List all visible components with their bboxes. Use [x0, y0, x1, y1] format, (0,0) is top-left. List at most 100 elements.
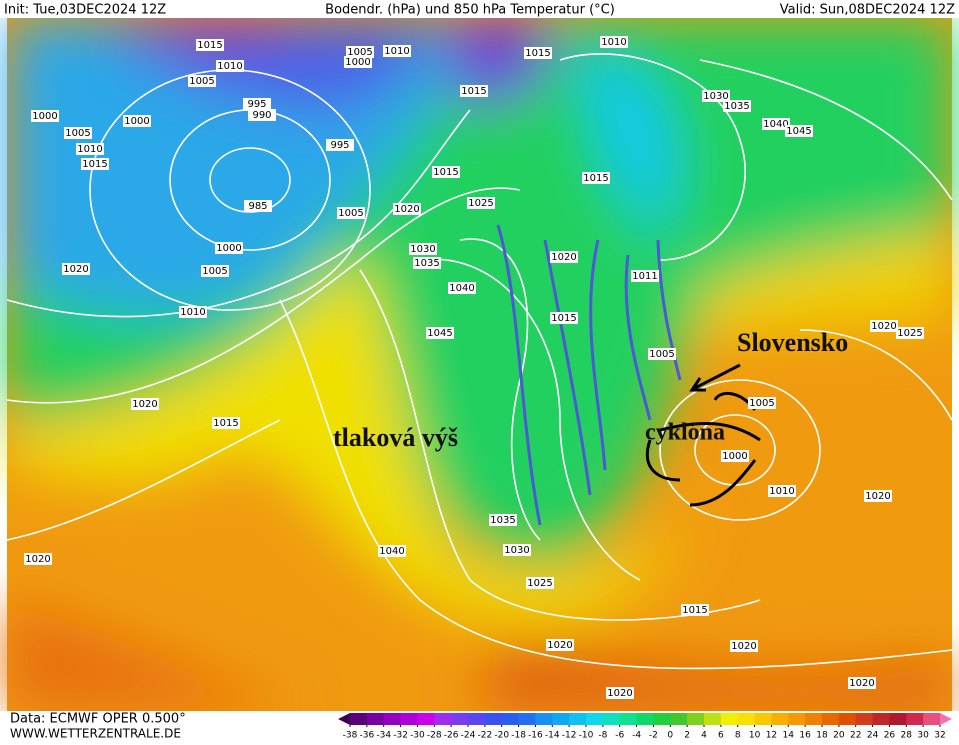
colorbar-tick-label: 8: [735, 731, 741, 741]
isobar-label-bg: [848, 677, 876, 689]
isobar-label: 1020: [394, 204, 419, 215]
isobar-label-bg: [606, 687, 634, 699]
isobar-label-bg: [76, 143, 104, 155]
isobar-label-bg: [243, 98, 271, 110]
isobar-label-bg: [196, 39, 224, 51]
colorbar-tick-label: -14: [545, 731, 560, 741]
website: WWW.WETTERZENTRALE.DE: [10, 727, 181, 741]
colorbar-tick-label: 20: [833, 731, 845, 741]
isobar-label-bg: [81, 158, 109, 170]
isobar-label-bg: [748, 397, 776, 409]
cyclone-label: cyklóna: [645, 420, 725, 446]
isobar-label-bg: [864, 490, 892, 502]
isobar-label: 1045: [786, 126, 811, 137]
colorbar-tick-label: -38: [343, 731, 358, 741]
isobar-label-bg: [546, 639, 574, 651]
colorbar-bin: [737, 713, 756, 725]
colorbar-bin: [771, 713, 789, 725]
colorbar-tick-label: 30: [917, 731, 929, 741]
colorbar-bin: [653, 713, 671, 725]
colorbar-tick-label: -22: [478, 731, 493, 741]
isobar-label: 1025: [897, 328, 922, 339]
colorbar-tick-label: 32: [934, 731, 945, 741]
colorbar-bin: [822, 713, 840, 725]
isobar-label: 1010: [77, 144, 102, 155]
isobar-label: 1010: [384, 46, 409, 57]
isobar-label: 1040: [763, 119, 788, 130]
colorbar-bin: [451, 713, 469, 725]
colorbar-bin: [434, 713, 452, 725]
colorbar-tick-label: 16: [799, 731, 811, 741]
isobar-label-bg: [550, 312, 578, 324]
colorbar-tick-label: 4: [701, 731, 707, 741]
isobar-label: 1025: [468, 198, 493, 209]
isobar-label: 1020: [871, 321, 896, 332]
isobar-label: 1000: [345, 57, 370, 68]
isobar-label: 1010: [601, 37, 626, 48]
isobar-label: 1045: [427, 328, 452, 339]
isobar-label-bg: [448, 282, 476, 294]
colorbar-bin: [923, 713, 941, 725]
colorbar-tick-label: -18: [511, 731, 526, 741]
isobar-label-bg: [337, 207, 365, 219]
colorbar-bin: [484, 713, 503, 725]
colorbar-bin: [350, 713, 368, 725]
isobar-label-bg: [215, 242, 243, 254]
isobar-label-bg: [648, 348, 676, 360]
isobar-label-bg: [413, 257, 441, 269]
isobar-label: 1010: [769, 486, 794, 497]
isobar-label-bg: [432, 166, 460, 178]
colorbar-tick-label: 12: [766, 731, 777, 741]
isobar-label-bg: [378, 545, 406, 557]
isobar-label: 1005: [202, 266, 227, 277]
colorbar-tick-label: 28: [901, 731, 913, 741]
colorbar: -38 -36 -34 -32 -30 -28 -26 -24 -22 -20 -18 -16 -14-…: [338, 713, 952, 741]
isobar-label: 1020: [63, 264, 88, 275]
isobar-label-bg: [702, 90, 730, 102]
isobar-label-bg: [248, 109, 276, 121]
isobar-label: 1020: [25, 554, 50, 565]
isobar-label: 1020: [547, 640, 572, 651]
annotation-arrows: [496, 224, 682, 526]
isobar-label: 1005: [338, 208, 363, 219]
colorbar-tick-label: -4: [632, 731, 641, 741]
isobar-label: 1020: [132, 399, 157, 410]
isobar-label-bg: [785, 125, 813, 137]
colorbar-bin: [838, 713, 857, 725]
isobar-label: 1020: [849, 678, 874, 689]
colorbar-tick-label: 26: [884, 731, 896, 741]
colorbar-tick-label: -26: [444, 731, 459, 741]
colorbar-bin: [670, 713, 688, 725]
data-source: Data: ECMWF OPER 0.500°: [10, 712, 186, 727]
isobar-label-bg: [762, 118, 790, 130]
isobar-label: 1040: [449, 283, 474, 294]
colorbar-bin: [501, 713, 520, 725]
colorbar-bin: [754, 713, 772, 725]
isobar-label-bg: [526, 577, 554, 589]
colorbar-bin: [417, 713, 435, 725]
isobar-label-bg: [201, 265, 229, 277]
isobar-label-bg: [131, 398, 159, 410]
isobar-label: 1015: [525, 48, 550, 59]
colorbar-tick-label: -30: [410, 731, 425, 741]
isobar-label-bg: [346, 46, 374, 58]
isobar-label: 1015: [197, 40, 222, 51]
colorbar-tick-label: 6: [718, 731, 724, 741]
isobar-label-bg: [62, 263, 90, 275]
isobar-label-bg: [489, 514, 517, 526]
colorbar-tick-label: -20: [494, 731, 509, 741]
colorbar-bin: [569, 713, 587, 725]
isobar-label-bg: [326, 139, 354, 151]
isobar-label-bg: [212, 417, 240, 429]
map-title: Bodendr. (hPa) und 850 hPa Temperatur (°…: [325, 3, 615, 18]
isobar-label-bg: [896, 327, 924, 339]
colorbar-tick-label: 2: [684, 731, 690, 741]
isobar-label-bg: [179, 306, 207, 318]
isobar-label-bg: [681, 604, 709, 616]
isobar-label: 1020: [865, 491, 890, 502]
isobar-label: 1030: [703, 91, 728, 102]
colorbar-tick-label: -34: [376, 731, 391, 741]
isobar-label: 1015: [82, 159, 107, 170]
